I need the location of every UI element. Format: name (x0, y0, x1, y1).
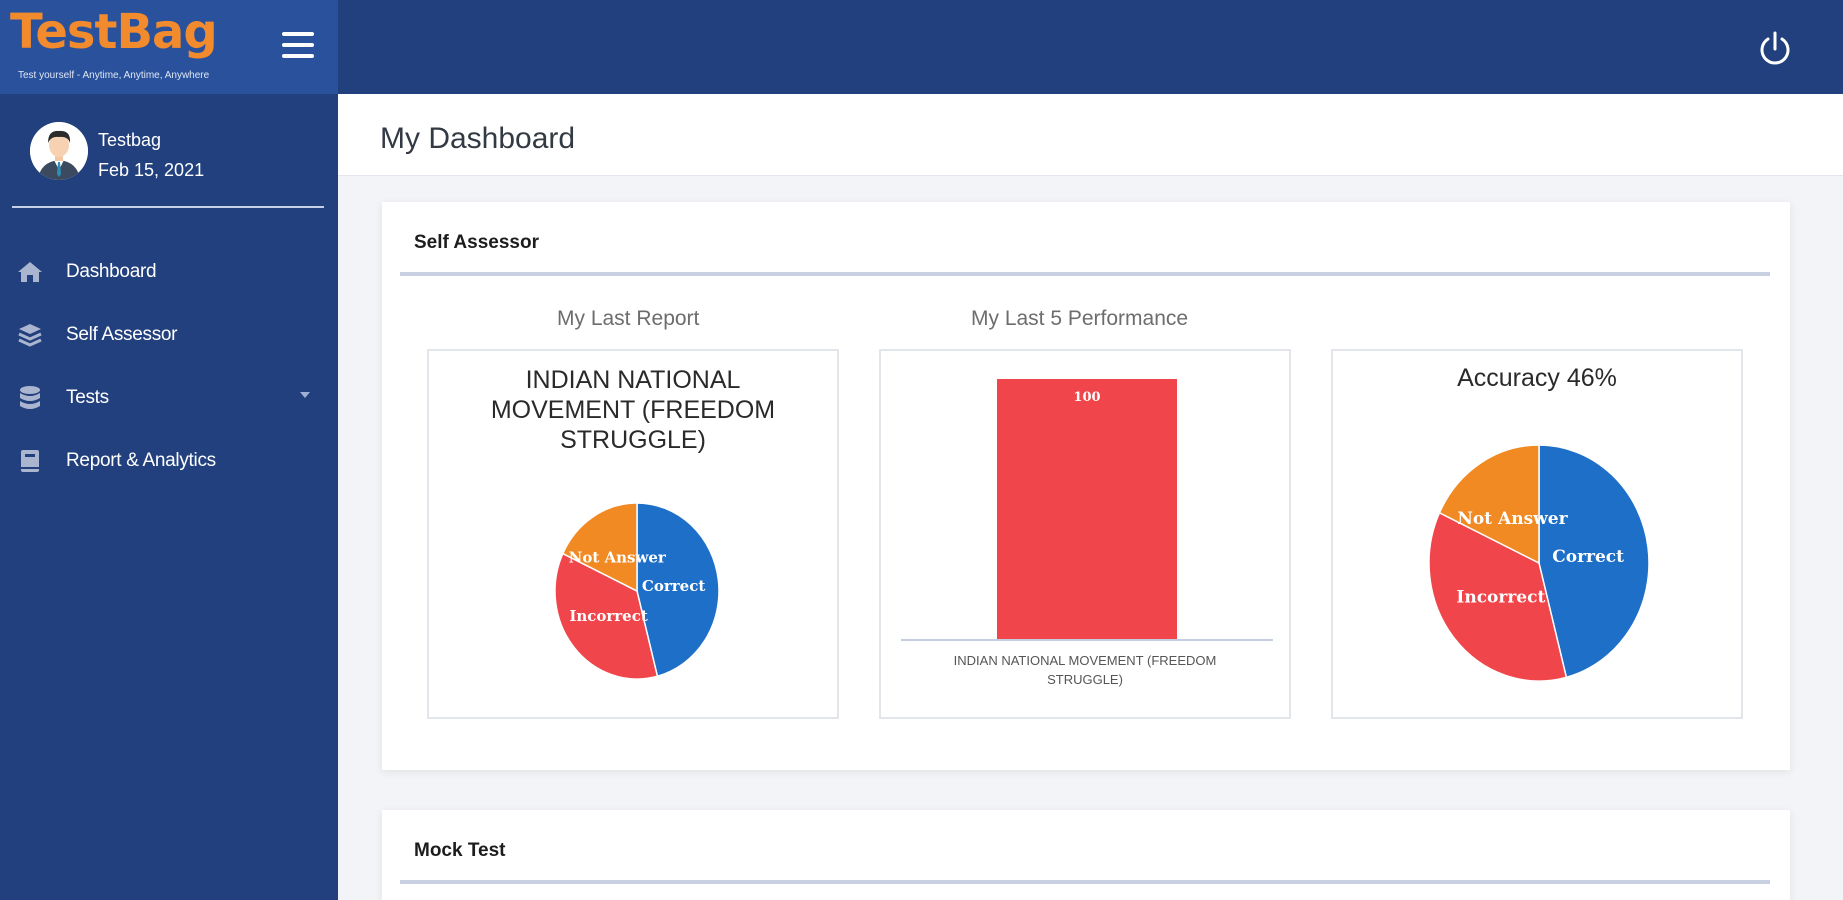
sidebar-nav: Dashboard Self Assessor Tests (0, 240, 338, 492)
layers-icon (16, 321, 44, 349)
accuracy-pie-chart[interactable]: Correct Incorrect Not Answer (1333, 351, 1745, 721)
chevron-down-icon[interactable] (300, 392, 310, 398)
sidebar-item-report-analytics[interactable]: Report & Analytics (0, 429, 338, 492)
sidebar: Testbag Feb 15, 2021 Dashboard Self Asse… (0, 94, 338, 900)
bar[interactable] (997, 379, 1177, 639)
sidebar-item-self-assessor[interactable]: Self Assessor (0, 303, 338, 366)
last-report-pie-chart[interactable]: Correct Incorrect Not Answer (429, 351, 841, 721)
user-name: Testbag (98, 130, 162, 150)
page-title: My Dashboard (380, 122, 576, 155)
pie-slice-not-answer[interactable] (561, 502, 638, 593)
pie-slice-correct[interactable] (636, 502, 720, 678)
sidebar-item-dashboard[interactable]: Dashboard (0, 240, 338, 303)
accuracy-panel: Accuracy 46% Correct Incorrect Not Answer (1331, 349, 1743, 719)
sidebar-item-label: Report & Analytics (66, 449, 216, 471)
pie-label-incorrect: Incorrect (1456, 588, 1545, 608)
logo[interactable]: TestBag (10, 4, 218, 60)
sidebar-item-label: Dashboard (66, 260, 157, 282)
book-icon (16, 447, 44, 475)
pie-label-not-answer: Not Answer (569, 549, 667, 567)
pie-slice-incorrect[interactable] (554, 552, 659, 680)
home-icon (16, 258, 44, 286)
sidebar-item-label: Self Assessor (66, 323, 178, 345)
brand-area: TestBag Test yourself - Anytime, Anytime… (0, 0, 338, 94)
chart-title: INDIAN NATIONAL MOVEMENT (FREEDOM STRUGG… (490, 366, 776, 454)
last-5-performance-heading: My Last 5 Performance (971, 307, 1189, 330)
last-5-performance-bar-chart[interactable]: 100 (881, 351, 1293, 721)
card-divider (400, 880, 1770, 884)
self-assessor-card: Self Assessor My Last Report My Last 5 P… (382, 202, 1790, 770)
sidebar-divider (12, 206, 324, 208)
sidebar-item-tests[interactable]: Tests (0, 366, 338, 429)
pie-label-correct: Correct (642, 577, 705, 595)
last-report-heading: My Last Report (557, 307, 700, 330)
pie-label-incorrect: Incorrect (569, 607, 648, 625)
power-icon[interactable] (1757, 30, 1793, 70)
pie-slice-correct[interactable] (1538, 444, 1650, 679)
bar-data-label: 100 (1073, 390, 1100, 405)
pie-slice-not-answer[interactable] (1438, 444, 1540, 565)
pie-label-correct: Correct (1552, 547, 1624, 567)
page-header: My Dashboard (338, 94, 1843, 176)
logo-tagline: Test yourself - Anytime, Anytime, Anywhe… (18, 70, 210, 81)
pie-slice-incorrect[interactable] (1428, 511, 1568, 682)
database-icon (16, 384, 44, 412)
card-title: Self Assessor (414, 232, 539, 253)
card-title: Mock Test (414, 840, 506, 861)
pie-label-not-answer: Not Answer (1457, 509, 1568, 529)
hamburger-icon[interactable] (282, 32, 314, 60)
avatar (30, 122, 88, 180)
sidebar-item-label: Tests (66, 386, 109, 408)
bar-category-label: INDIAN NATIONAL MOVEMENT (FREEDOM STRUGG… (953, 653, 1217, 687)
chart-title: Accuracy 46% (1457, 364, 1617, 392)
card-divider (400, 272, 1770, 276)
mock-test-card: Mock Test (382, 810, 1790, 900)
last-report-panel: INDIAN NATIONAL MOVEMENT (FREEDOM STRUGG… (427, 349, 839, 719)
user-date: Feb 15, 2021 (98, 160, 205, 180)
last-5-performance-panel: 100 INDIAN NATIONAL MOVEMENT (FREEDOM ST… (879, 349, 1291, 719)
